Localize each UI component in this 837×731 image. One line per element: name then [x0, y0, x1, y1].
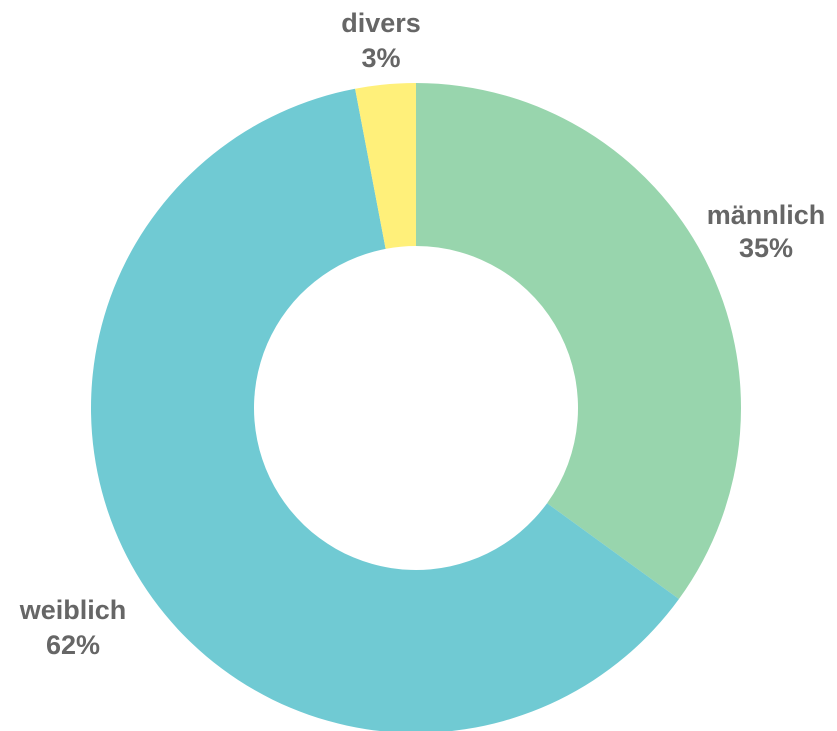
slice-value-divers: 3% — [361, 43, 400, 73]
slice-divers — [355, 83, 416, 249]
slices-group — [91, 83, 742, 731]
slice-label-divers: divers — [341, 8, 421, 38]
slice-label-weiblich: weiblich — [19, 595, 127, 625]
slice-weiblich — [91, 88, 679, 731]
slice-value-männlich: 35% — [739, 233, 793, 263]
slice-value-weiblich: 62% — [46, 630, 100, 660]
slice-label-männlich: männlich — [707, 200, 826, 230]
slice-männlich — [416, 83, 742, 600]
